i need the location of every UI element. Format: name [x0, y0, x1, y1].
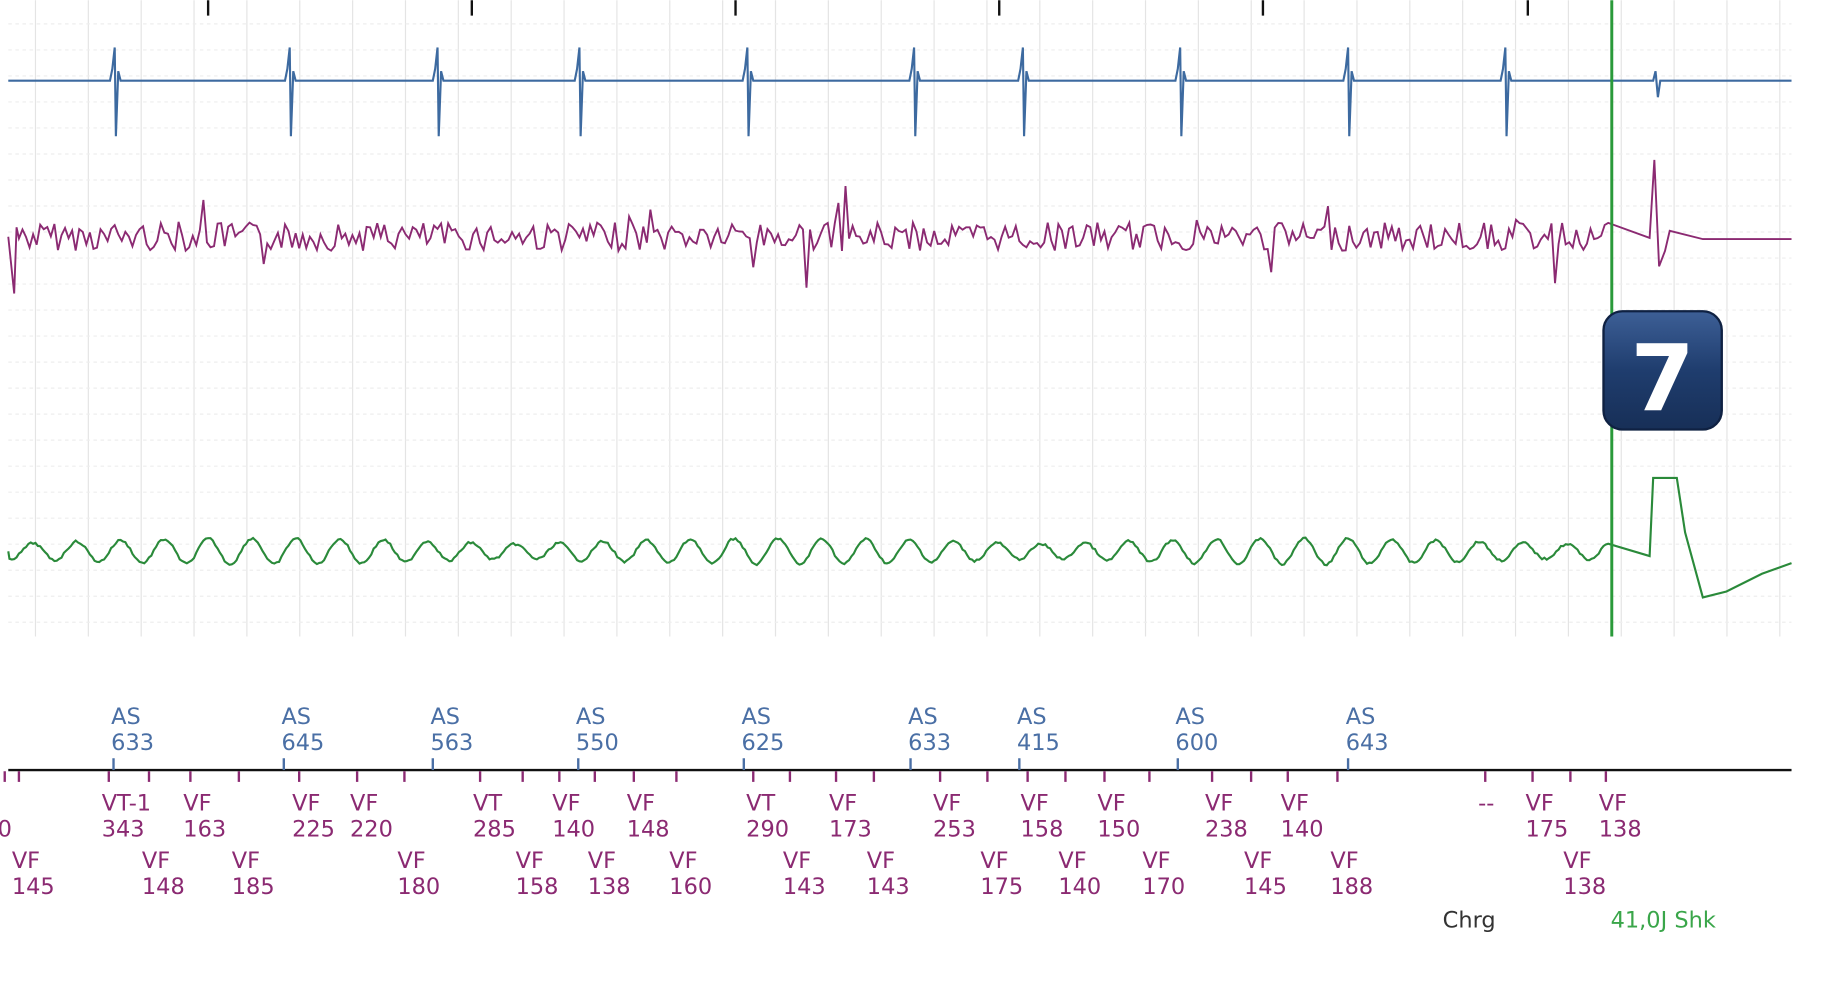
marker-label: VF — [142, 848, 170, 874]
marker-label: VF — [292, 790, 320, 816]
marker-interval: 158 — [516, 874, 559, 900]
marker-label: VF — [1142, 848, 1170, 874]
marker-label: AS — [1017, 704, 1047, 730]
marker-interval: 343 — [102, 816, 145, 842]
marker-label: AS — [1346, 704, 1376, 730]
marker-label: VF — [1281, 790, 1309, 816]
marker-interval: 600 — [1175, 730, 1218, 756]
marker-interval: 140 — [552, 816, 595, 842]
charge-label: Chrg — [1443, 907, 1496, 933]
marker-interval: 160 — [669, 874, 712, 900]
marker-label: VF — [183, 790, 211, 816]
marker-interval: 0 — [0, 816, 12, 842]
marker-interval: 163 — [183, 816, 226, 842]
marker-interval: 148 — [142, 874, 185, 900]
trace-atrial — [8, 47, 1792, 137]
markers: AS633AS645AS563AS550AS625AS633AS415AS600… — [0, 704, 1642, 900]
marker-interval: 143 — [867, 874, 910, 900]
badge-label: 7 — [1631, 325, 1695, 433]
marker-label: AS — [1175, 704, 1205, 730]
marker-interval: 145 — [12, 874, 55, 900]
badge — [1602, 310, 1723, 431]
trace-shock — [7, 476, 1792, 599]
marker-label: AS — [576, 704, 606, 730]
marker-label: VF — [516, 848, 544, 874]
marker-interval: 225 — [292, 816, 335, 842]
marker-interval: 253 — [933, 816, 976, 842]
marker-label: VF — [1058, 848, 1086, 874]
marker-interval: 645 — [281, 730, 324, 756]
marker-label: VF — [627, 790, 655, 816]
marker-label: VT — [473, 790, 502, 816]
marker-label: VF — [1525, 790, 1553, 816]
trace-ventricular — [7, 159, 1792, 294]
marker-label: VF — [980, 848, 1008, 874]
marker-label: VF — [1244, 848, 1272, 874]
marker-label: VF — [588, 848, 616, 874]
marker-interval: 625 — [741, 730, 784, 756]
marker-label: VF — [933, 790, 961, 816]
marker-label: AS — [111, 704, 141, 730]
marker-interval: 188 — [1330, 874, 1373, 900]
marker-interval: 285 — [473, 816, 516, 842]
marker-interval: 138 — [1599, 816, 1642, 842]
marker-label: AS — [281, 704, 311, 730]
marker-interval: 158 — [1021, 816, 1064, 842]
marker-label: AS — [430, 704, 460, 730]
marker-label: VF — [1021, 790, 1049, 816]
marker-interval: 145 — [1244, 874, 1287, 900]
marker-label: VF — [552, 790, 580, 816]
marker-label: VF — [1563, 848, 1591, 874]
marker-interval: 140 — [1058, 874, 1101, 900]
marker-label: VF — [1599, 790, 1627, 816]
marker-interval: 185 — [232, 874, 275, 900]
marker-label: AS — [908, 704, 938, 730]
marker-label: VT-1 — [102, 790, 151, 816]
marker-interval: 550 — [576, 730, 619, 756]
shock-label: 41,0J Shk — [1611, 907, 1716, 933]
marker-interval: 238 — [1205, 816, 1248, 842]
marker-interval: 415 — [1017, 730, 1060, 756]
marker-interval: 138 — [588, 874, 631, 900]
marker-interval: 633 — [111, 730, 154, 756]
traces — [7, 47, 1792, 599]
marker-label: VF — [829, 790, 857, 816]
marker-label: VF — [12, 848, 40, 874]
marker-label: VF — [867, 848, 895, 874]
marker-interval: 220 — [350, 816, 393, 842]
marker-interval: 175 — [1525, 816, 1568, 842]
marker-label: -- — [1478, 790, 1494, 816]
marker-label: VF — [232, 848, 260, 874]
marker-interval: 290 — [746, 816, 789, 842]
marker-interval: 140 — [1281, 816, 1324, 842]
marker-label: VF — [1205, 790, 1233, 816]
marker-label: VF — [397, 848, 425, 874]
marker-interval: 150 — [1097, 816, 1140, 842]
marker-label: AS — [741, 704, 771, 730]
marker-label: VF — [783, 848, 811, 874]
marker-interval: 138 — [1563, 874, 1606, 900]
marker-interval: 143 — [783, 874, 826, 900]
marker-label: VF — [1097, 790, 1125, 816]
marker-interval: 148 — [627, 816, 670, 842]
marker-interval: 180 — [397, 874, 440, 900]
marker-interval: 173 — [829, 816, 872, 842]
marker-label: VF — [350, 790, 378, 816]
marker-interval: 170 — [1142, 874, 1185, 900]
marker-label: VF — [669, 848, 697, 874]
marker-interval: 563 — [430, 730, 473, 756]
marker-interval: 643 — [1346, 730, 1389, 756]
marker-label: VF — [1330, 848, 1358, 874]
grid — [8, 0, 1792, 637]
marker-label: VT — [746, 790, 775, 816]
marker-interval: 633 — [908, 730, 951, 756]
marker-interval: 175 — [980, 874, 1023, 900]
